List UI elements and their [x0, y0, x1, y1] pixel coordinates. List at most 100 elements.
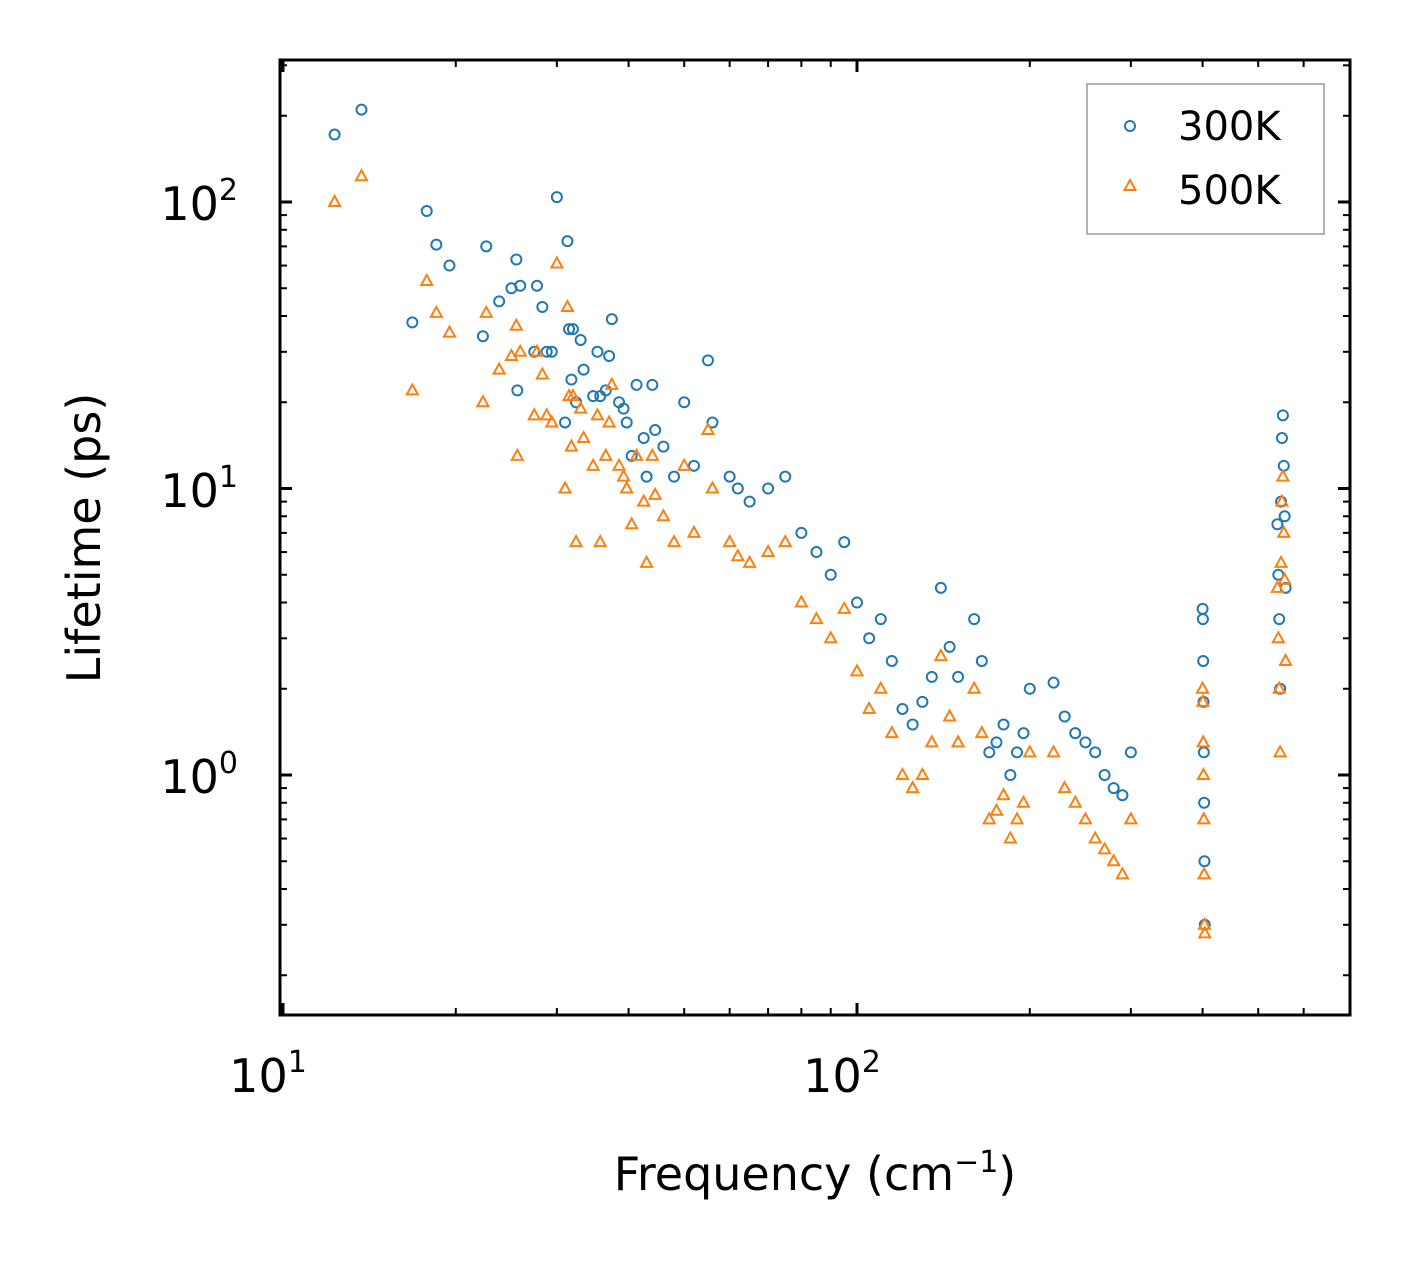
data-point-300k: [838, 536, 851, 549]
data-point-500k: [1009, 811, 1025, 825]
data-point-500k: [539, 407, 554, 421]
data-point-500k: [1196, 734, 1211, 748]
data-point-500k: [1097, 841, 1112, 855]
data-point-500k: [598, 447, 613, 461]
data-point-300k: [1198, 796, 1211, 809]
data-point-500k: [700, 421, 716, 436]
data-point-300k: [1277, 459, 1290, 472]
data-point-500k: [1277, 571, 1292, 585]
data-point-300k: [706, 416, 719, 429]
data-point-300k: [577, 363, 590, 376]
data-point-300k: [640, 470, 653, 483]
data-point-500k: [560, 298, 575, 313]
data-point-300k: [545, 345, 558, 358]
data-point-500k: [730, 548, 746, 562]
data-point-500k: [354, 168, 369, 182]
data-point-500k: [1196, 866, 1212, 880]
data-point-300k: [687, 459, 700, 472]
data-point-500k: [915, 766, 930, 780]
data-point-500k: [419, 272, 434, 286]
data-point-500k: [1278, 652, 1293, 666]
y-tick-label-1: 100: [160, 746, 238, 804]
data-point-300k: [1023, 682, 1036, 695]
data-point-500k: [544, 414, 560, 428]
data-point-300k: [1196, 602, 1209, 615]
data-point-500k: [1195, 680, 1210, 694]
data-point-300k: [536, 301, 549, 314]
data-point-500k: [1274, 493, 1290, 507]
data-point-500k: [1272, 680, 1287, 694]
data-point-500k: [629, 447, 644, 461]
y-axis-label: Lifetime (ps): [57, 393, 111, 684]
data-point-500k: [1057, 780, 1072, 794]
data-point-500k: [742, 554, 757, 568]
data-point-500k: [1271, 630, 1286, 644]
data-point-500k: [966, 680, 982, 694]
data-point-300k: [1098, 769, 1111, 781]
data-point-300k: [637, 432, 650, 445]
data-point-500k: [989, 802, 1004, 816]
data-point-300k: [406, 316, 419, 329]
data-point-500k: [677, 457, 692, 471]
data-point-500k: [1276, 524, 1291, 538]
data-point-300k: [906, 718, 919, 731]
data-point-500k: [509, 317, 524, 331]
data-point-500k: [1197, 925, 1212, 939]
data-point-500k: [619, 480, 634, 494]
data-point-300k: [510, 253, 523, 266]
data-point-300k: [795, 526, 808, 539]
data-point-300k: [1271, 518, 1284, 531]
x-tick-label-10: 101: [229, 1045, 307, 1103]
data-point-500k: [636, 493, 651, 507]
data-point-300k: [563, 323, 576, 336]
data-point-300k: [646, 378, 659, 391]
data-point-500k: [549, 255, 565, 269]
data-point-300k: [559, 416, 572, 429]
data-point-300k: [824, 568, 837, 581]
data-point-300k: [863, 632, 876, 645]
major-ticks: [280, 60, 1350, 1015]
data-point-300k: [1004, 769, 1017, 781]
data-point-500k: [616, 468, 631, 482]
data-point-300k: [630, 378, 643, 391]
series-500k: [327, 168, 1293, 939]
data-point-500k: [996, 787, 1011, 801]
data-point-500k: [794, 594, 809, 608]
data-point-500k: [837, 600, 852, 614]
data-point-300k: [1089, 746, 1102, 759]
data-point-300k: [943, 640, 956, 653]
data-point-500k: [656, 508, 671, 522]
data-point-300k: [420, 205, 433, 218]
data-point-300k: [1278, 510, 1291, 523]
data-point-300k: [603, 350, 616, 363]
data-point-500k: [809, 611, 824, 625]
data-point-500k: [1106, 853, 1121, 867]
data-point-500k: [1022, 744, 1037, 758]
data-point-500k: [1195, 693, 1211, 707]
data-point-500k: [601, 414, 617, 428]
data-point-500k: [529, 343, 545, 357]
data-point-500k: [1068, 794, 1083, 808]
data-point-300k: [668, 470, 681, 483]
data-point-500k: [905, 780, 920, 794]
data-point-500k: [1046, 744, 1061, 758]
data-point-500k: [568, 534, 584, 548]
data-point-300k: [851, 596, 863, 609]
data-point-500k: [639, 554, 654, 568]
data-point-300k: [561, 235, 574, 248]
legend-marker-300k: [1124, 120, 1136, 132]
data-point-500k: [1272, 744, 1288, 758]
data-point-500k: [849, 663, 865, 677]
data-point-500k: [647, 486, 663, 500]
data-point-500k: [604, 376, 620, 390]
data-point-500k: [778, 534, 793, 548]
data-point-300k: [952, 670, 965, 683]
data-point-300k: [701, 354, 714, 367]
data-point-500k: [942, 708, 957, 722]
data-point-300k: [1107, 782, 1120, 795]
data-point-500k: [590, 407, 605, 421]
data-point-300k: [591, 345, 604, 358]
data-point-300k: [678, 396, 691, 409]
data-point-300k: [1275, 432, 1288, 445]
y-tick-label-10: 101: [160, 460, 238, 518]
